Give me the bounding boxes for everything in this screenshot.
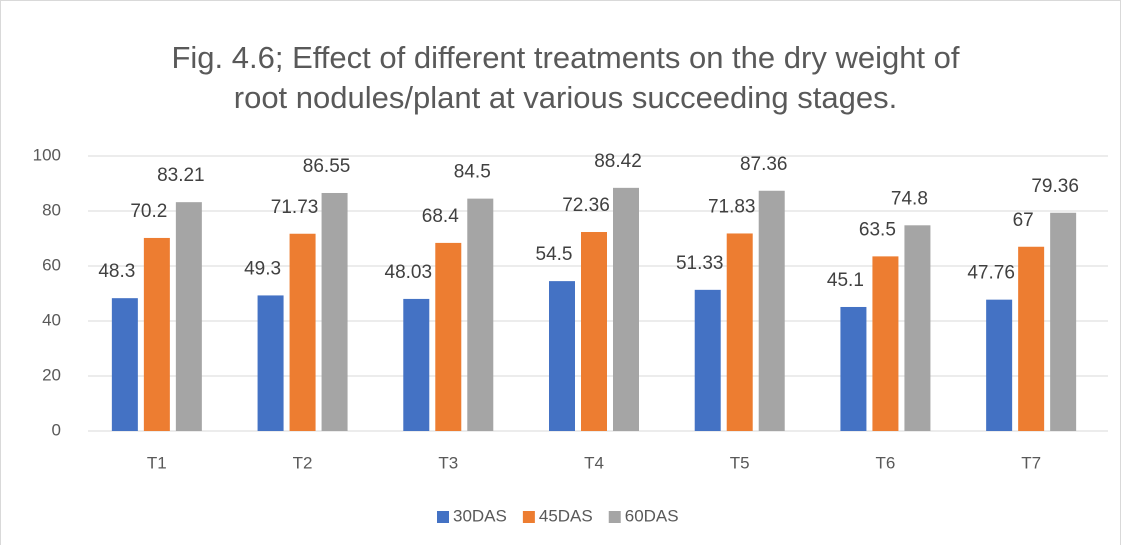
legend-swatch [608, 511, 621, 523]
legend-swatch [522, 511, 535, 523]
bar [321, 192, 348, 431]
bar [581, 232, 607, 431]
y-tick-label: 40 [42, 310, 61, 329]
bar [758, 190, 785, 431]
x-tick-label: T1 [147, 453, 167, 472]
x-tick-label: T7 [1021, 453, 1041, 472]
data-label: 72.36 [562, 195, 610, 216]
data-label: 48.3 [98, 261, 135, 282]
bar [549, 281, 575, 431]
x-tick-label: T2 [293, 453, 313, 472]
data-label: 83.21 [157, 165, 205, 186]
legend-label: 30DAS [453, 506, 507, 525]
bar [289, 233, 316, 431]
chart-title: Fig. 4.6; Effect of different treatments… [171, 40, 960, 115]
bar [1050, 212, 1077, 431]
legend-label: 60DAS [625, 506, 679, 525]
bar [694, 289, 721, 431]
bar [986, 299, 1013, 431]
bar [904, 225, 931, 431]
data-label: 63.5 [859, 219, 896, 240]
y-tick-label: 60 [42, 255, 61, 274]
data-label: 86.55 [303, 156, 351, 177]
y-tick-label: 100 [33, 145, 61, 164]
data-label: 71.73 [271, 197, 319, 218]
x-tick-label: T5 [730, 453, 750, 472]
data-label: 47.76 [967, 263, 1015, 284]
bar [726, 233, 753, 431]
x-tick-label: T3 [438, 453, 458, 472]
x-tick-label: T4 [584, 453, 604, 472]
data-label: 79.36 [1031, 176, 1079, 197]
data-label: 84.5 [454, 162, 491, 183]
data-label: 45.1 [827, 270, 864, 291]
data-label: 71.83 [708, 196, 756, 217]
bar [111, 298, 138, 431]
bar [1018, 246, 1045, 431]
x-tick-label: T6 [876, 453, 896, 472]
bar [403, 298, 430, 431]
data-label: 88.42 [594, 151, 642, 172]
bar [467, 198, 494, 431]
data-label: 68.4 [422, 206, 459, 227]
bar [840, 306, 867, 431]
y-tick-label: 20 [42, 365, 61, 384]
bar [435, 242, 462, 431]
bar [613, 187, 639, 431]
legend-label: 45DAS [539, 506, 593, 525]
bar [143, 237, 170, 431]
bar [872, 256, 899, 431]
data-label: 54.5 [536, 244, 573, 265]
bar [257, 295, 284, 431]
y-tick-label: 80 [42, 200, 61, 219]
data-label: 49.3 [244, 258, 281, 279]
data-label: 48.03 [385, 262, 433, 283]
legend-swatch [437, 511, 449, 523]
y-tick-label: 0 [52, 420, 61, 439]
data-label: 51.33 [676, 253, 724, 274]
data-label: 70.2 [130, 201, 167, 222]
data-label: 74.8 [891, 188, 928, 209]
data-label: 87.36 [740, 154, 788, 175]
data-label: 67 [1013, 210, 1034, 231]
bar [175, 202, 202, 431]
